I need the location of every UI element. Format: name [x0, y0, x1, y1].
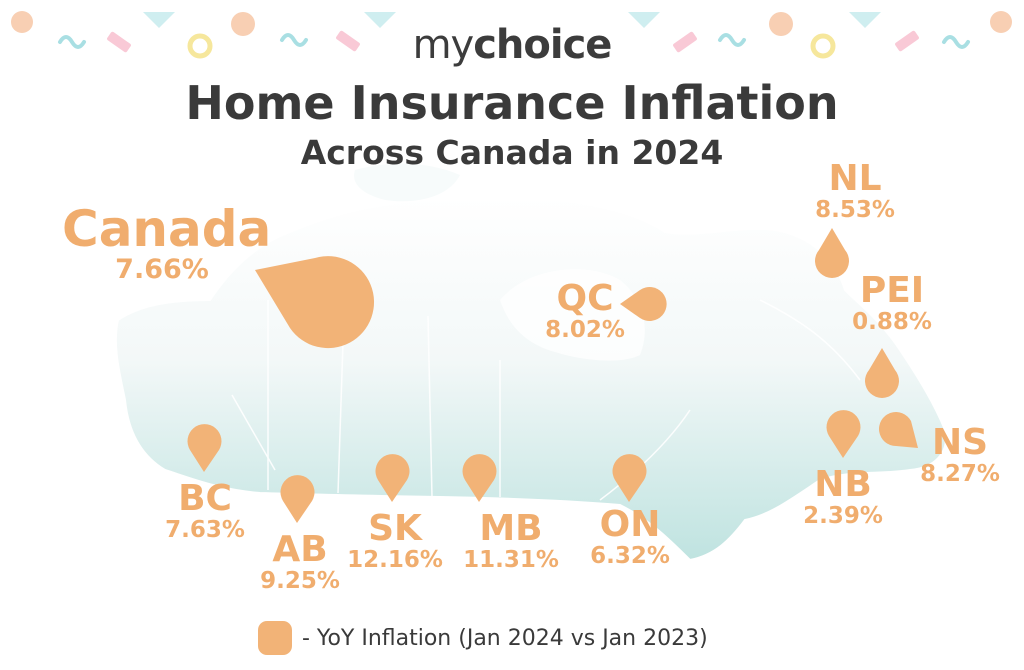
region-ab: AB 9.25%	[245, 531, 355, 593]
region-on: ON 6.32%	[575, 506, 685, 568]
sk-marker	[375, 454, 410, 502]
region-bc: BC 7.63%	[150, 480, 260, 542]
region-code: NB	[814, 464, 872, 505]
legend: - YoY Inflation (Jan 2024 vs Jan 2023)	[258, 618, 708, 658]
region-value: 8.27%	[920, 460, 1000, 487]
ab-marker	[280, 475, 315, 523]
region-code: NL	[828, 158, 882, 199]
region-code: BC	[178, 478, 232, 519]
legend-label: - YoY Inflation (Jan 2024 vs Jan 2023)	[302, 625, 708, 651]
region-value: 8.53%	[815, 196, 895, 223]
region-value: 8.02%	[545, 316, 625, 343]
nl-marker	[815, 228, 850, 278]
page-subtitle: Across Canada in 2024	[300, 133, 724, 172]
region-value: 7.66%	[115, 253, 209, 285]
region-value: 6.32%	[590, 542, 670, 569]
region-code: NS	[931, 422, 989, 463]
page-title: Home Insurance Inflation	[185, 76, 839, 130]
region-code: Canada	[62, 200, 272, 258]
region-ns: NS 8.27%	[904, 424, 1016, 486]
region-pei: PEI 0.88%	[832, 272, 952, 334]
region-nb: NB 2.39%	[788, 466, 898, 528]
region-code: QC	[556, 278, 614, 319]
on-marker	[612, 454, 647, 502]
region-nl: NL 8.53%	[800, 160, 910, 222]
qc-marker	[620, 287, 667, 322]
region-code: MB	[479, 508, 543, 549]
region-sk: SK 12.16%	[336, 510, 454, 572]
mb-marker	[462, 454, 497, 502]
region-code: PEI	[859, 270, 925, 311]
region-mb: MB 11.31%	[452, 510, 570, 572]
region-value: 11.31%	[463, 546, 559, 573]
canada-marker	[255, 256, 375, 349]
confetti-decoration	[11, 11, 1012, 59]
nb-marker	[826, 410, 861, 458]
region-value: 12.16%	[347, 546, 443, 573]
region-value: 2.39%	[803, 502, 883, 529]
region-qc: QC 8.02%	[530, 280, 640, 342]
region-code: AB	[272, 529, 328, 570]
region-value: 7.63%	[165, 516, 245, 543]
legend-swatch	[258, 621, 292, 655]
pei-marker	[865, 348, 899, 398]
region-code: ON	[599, 504, 661, 545]
bc-marker	[187, 424, 222, 472]
region-canada: Canada 7.66%	[62, 200, 272, 285]
markers	[187, 228, 918, 523]
region-code: SK	[368, 508, 422, 549]
ns-marker	[878, 412, 918, 448]
region-value: 9.25%	[260, 567, 340, 594]
mychoice-logo: mychoice	[412, 22, 613, 68]
region-value: 0.88%	[852, 308, 932, 335]
